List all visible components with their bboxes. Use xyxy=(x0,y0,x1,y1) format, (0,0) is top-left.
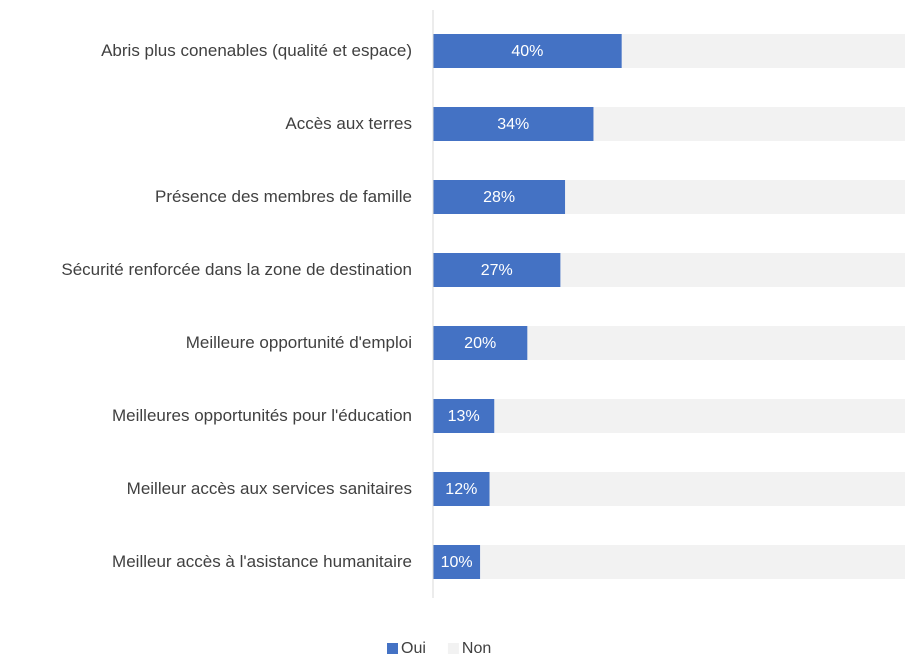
bar-segment xyxy=(433,472,490,506)
bar-segment xyxy=(433,326,528,360)
bar-segment xyxy=(433,107,594,141)
bar-segment xyxy=(560,253,905,287)
data-label: 10% xyxy=(441,554,473,571)
data-label: 27% xyxy=(481,262,513,279)
legend-swatch xyxy=(387,643,398,654)
category-label: Accès aux terres xyxy=(285,114,412,133)
bar-segment xyxy=(527,326,905,360)
legend-label: Oui xyxy=(401,640,426,657)
legend-label: Non xyxy=(462,640,491,657)
bar-segment xyxy=(621,34,905,68)
data-label: 12% xyxy=(445,481,477,498)
bar-segment xyxy=(433,399,495,433)
bar-segment xyxy=(489,472,905,506)
bar-segment xyxy=(593,107,905,141)
category-label: Abris plus conenables (qualité et espace… xyxy=(101,41,412,60)
bar-segment xyxy=(565,180,905,214)
category-label: Présence des membres de famille xyxy=(154,187,412,206)
category-label: Meilleure opportunité d'emploi xyxy=(185,333,412,352)
bar-segment xyxy=(494,399,905,433)
bar-segment xyxy=(433,253,561,287)
category-label: Meilleur accès aux services sanitaires xyxy=(126,479,412,498)
bar-segment xyxy=(433,545,481,579)
category-label: Sécurité renforcée dans la zone de desti… xyxy=(61,260,412,279)
data-label: 28% xyxy=(483,189,515,206)
bar-segment xyxy=(433,180,566,214)
data-label: 20% xyxy=(464,335,496,352)
bar-segment xyxy=(433,34,622,68)
category-label: Meilleures opportunités pour l'éducation xyxy=(112,406,412,425)
bar-segment xyxy=(480,545,905,579)
data-label: 13% xyxy=(448,408,480,425)
legend-swatch xyxy=(447,643,459,654)
data-label: 40% xyxy=(511,43,543,60)
category-label: Meilleur accès à l'asistance humanitaire xyxy=(112,552,412,571)
data-label: 34% xyxy=(497,116,529,133)
